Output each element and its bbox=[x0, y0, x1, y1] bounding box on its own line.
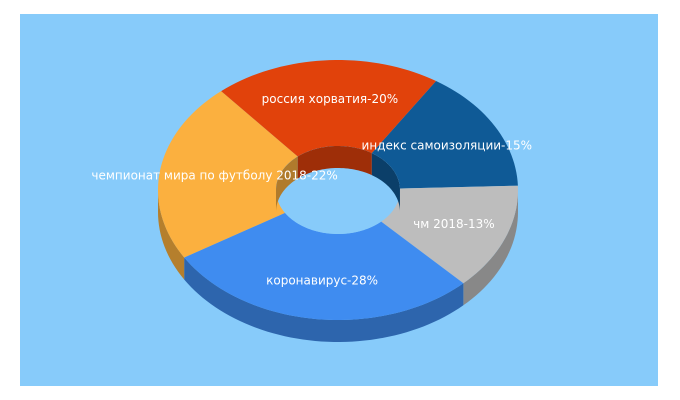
slice-tops bbox=[158, 60, 518, 320]
slice-label-1: чм 2018-13% bbox=[413, 217, 495, 231]
slice-labels: индекс самоизоляции-15% чм 2018-13% корона… bbox=[91, 92, 532, 287]
slice-side-3 bbox=[158, 190, 185, 280]
slice-label-3: чемпионат мира по футболу 2018-22% bbox=[91, 169, 337, 183]
slice-2[interactable] bbox=[184, 212, 464, 320]
slice-label-4: россия хорватия-20% bbox=[262, 92, 398, 106]
donut-chart: индекс самоизоляции-15% чм 2018-13% корона… bbox=[20, 14, 658, 386]
slice-inner-wall-0 bbox=[371, 153, 400, 211]
slice-sides bbox=[158, 190, 518, 342]
slice-side-2 bbox=[184, 257, 464, 342]
slice-label-0: индекс самоизоляции-15% bbox=[362, 138, 533, 152]
chart-panel: индекс самоизоляции-15% чм 2018-13% корона… bbox=[20, 14, 658, 386]
slice-4[interactable] bbox=[221, 60, 437, 157]
slice-inner-wall-4 bbox=[297, 146, 372, 179]
slice-label-2: коронавирус-28% bbox=[266, 273, 378, 287]
slice-inner-wall-3 bbox=[276, 156, 298, 212]
slice-0[interactable] bbox=[371, 80, 518, 189]
slice-side-1 bbox=[463, 190, 518, 306]
slice-1[interactable] bbox=[381, 185, 518, 284]
slice-3[interactable] bbox=[158, 91, 298, 258]
